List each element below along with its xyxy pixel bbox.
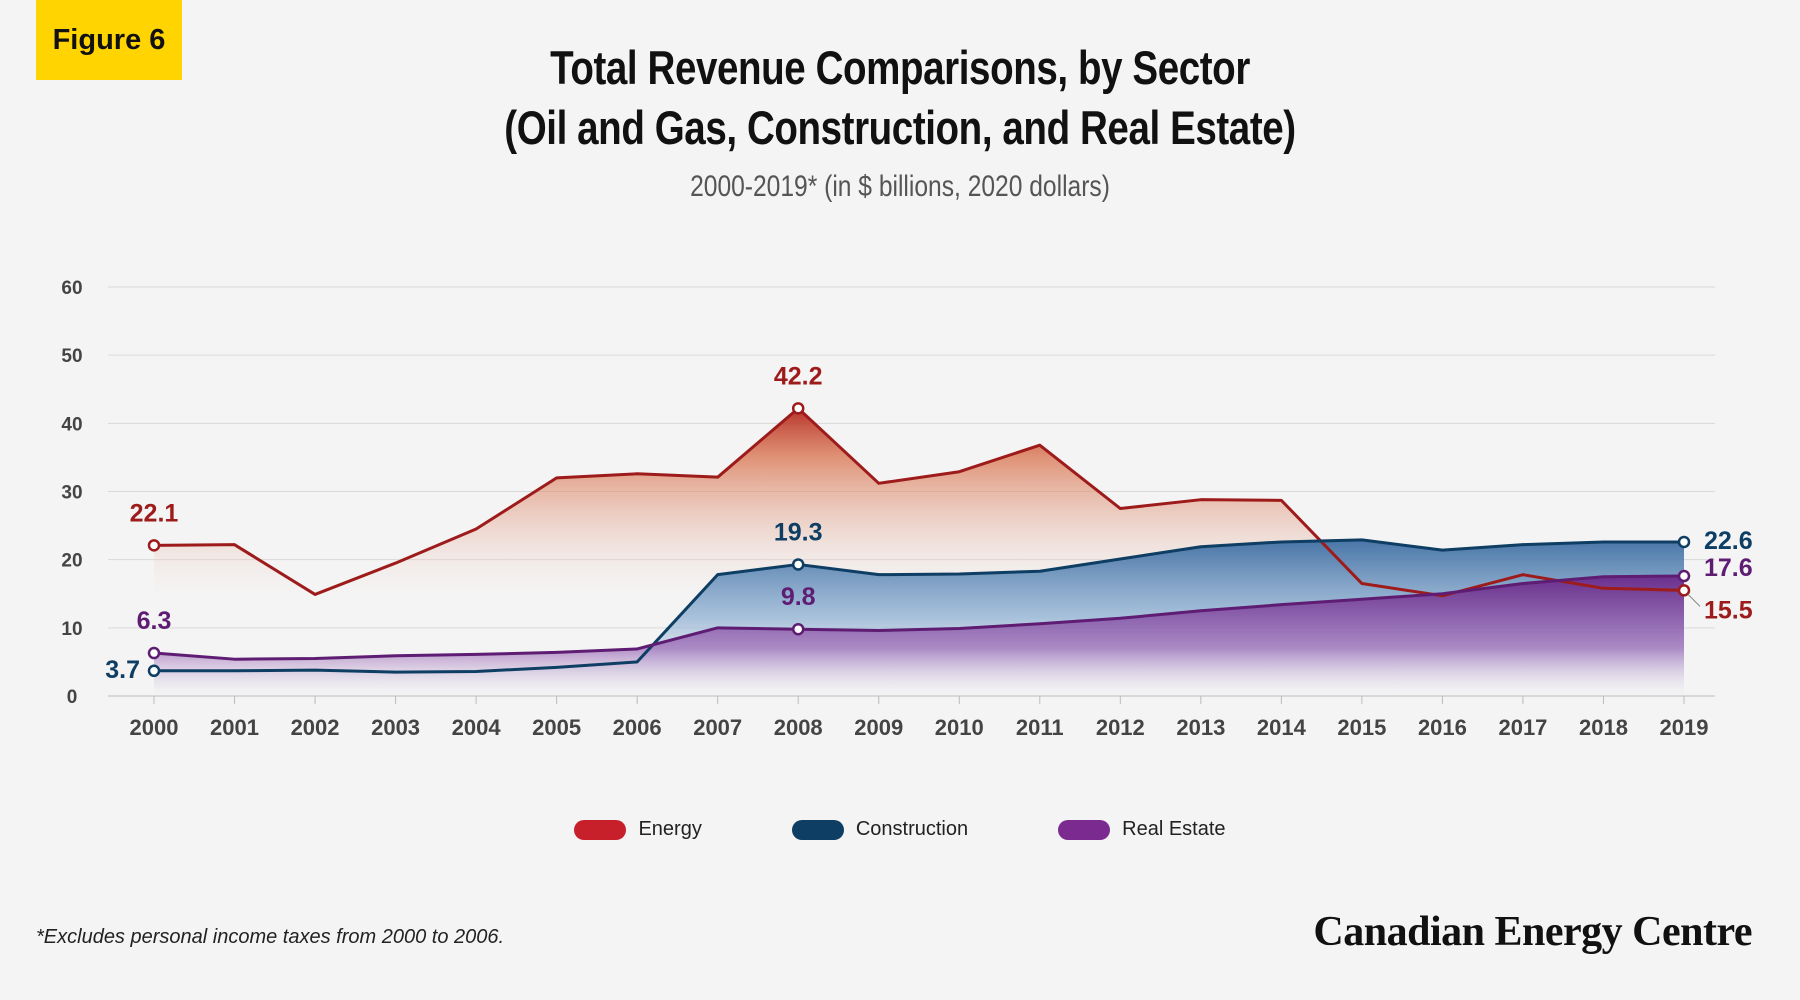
x-tick-label: 2010	[935, 715, 984, 740]
y-tick-label: 60	[61, 278, 82, 299]
legend-item-construction[interactable]: Construction	[791, 818, 969, 841]
axes: 0 10 20 30 40 50 60 2000 2001 2002 2003 2004 2005 200…	[61, 278, 1715, 740]
chart-title: Total Revenue Comparisons, by Sector (Oi…	[0, 38, 1800, 158]
data-label-construction-2000: 3.7	[105, 656, 140, 684]
line-real-estate	[153, 574, 1685, 661]
marker-construction-2008	[791, 558, 805, 571]
chart-subtitle: 2000-2019* (in $ billions, 2020 dollars)	[0, 170, 1800, 204]
legend-item-real-estate[interactable]: Real Estate	[1058, 818, 1226, 841]
x-tick-label: 2012	[1096, 715, 1145, 740]
y-tick-label: 40	[61, 414, 82, 435]
marker-real-estate-2000	[147, 646, 161, 660]
x-tick-label: 2009	[854, 715, 903, 740]
x-tick-label: 2004	[452, 715, 502, 740]
x-tick-label: 2019	[1660, 715, 1709, 740]
data-markers: 22.1 42.2 15.5 3.7 19.3 22.6 6.3 9.8 17.6	[105, 362, 1753, 683]
x-tick-label: 2014	[1257, 715, 1307, 740]
legend-swatch-real-estate	[1058, 819, 1111, 840]
marker-energy-2019	[1677, 584, 1691, 597]
figure-badge: Figure 6	[36, 0, 182, 80]
x-tick-label: 2006	[613, 715, 662, 740]
marker-energy-2000	[147, 539, 161, 552]
legend: Energy Construction Real Estate	[0, 818, 1800, 841]
legend-label-energy: Energy	[638, 818, 702, 840]
x-tick-label: 2016	[1418, 715, 1467, 740]
x-tick-label: 2018	[1579, 715, 1628, 740]
series-areas	[154, 408, 1684, 696]
data-label-real-estate-2008: 9.8	[781, 583, 816, 611]
y-tick-label: 10	[61, 619, 82, 640]
chart-title-line-1: Total Revenue Comparisons, by Sector	[550, 41, 1250, 94]
leader-line-energy-2019	[1687, 593, 1701, 607]
marker-energy-2008	[791, 402, 805, 415]
footnote: *Excludes personal income taxes from 200…	[36, 926, 505, 948]
legend-label-real-estate: Real Estate	[1122, 818, 1226, 840]
x-tick-label: 2001	[210, 715, 259, 740]
x-tick-label: 2002	[291, 715, 340, 740]
area-real-estate	[154, 576, 1684, 696]
data-label-construction-2008: 19.3	[774, 518, 823, 546]
x-tick-label: 2013	[1176, 715, 1225, 740]
data-label-construction-2019: 22.6	[1704, 527, 1753, 555]
y-tick-label: 20	[61, 551, 82, 572]
x-tick-label: 2005	[532, 715, 581, 740]
legend-item-energy[interactable]: Energy	[574, 818, 702, 841]
x-tick-label: 2017	[1498, 715, 1547, 740]
legend-swatch-energy	[574, 819, 627, 840]
legend-swatch-construction	[791, 819, 844, 840]
data-label-energy-2008: 42.2	[774, 362, 823, 390]
x-tick-label: 2007	[693, 715, 742, 740]
marker-construction-2019	[1677, 535, 1691, 549]
data-label-real-estate-2019: 17.6	[1704, 554, 1753, 582]
y-tick-label: 50	[61, 346, 82, 367]
data-label-energy-2019: 15.5	[1704, 596, 1753, 624]
marker-construction-2000	[147, 664, 161, 678]
marker-real-estate-2008	[791, 622, 805, 636]
x-tick-label: 2008	[774, 715, 823, 740]
marker-real-estate-2019	[1677, 569, 1691, 583]
data-label-energy-2000: 22.1	[130, 499, 179, 527]
y-tick-label: 30	[61, 483, 82, 504]
line-construction	[154, 538, 1684, 674]
chart-subtitle-text: 2000-2019* (in $ billions, 2020 dollars)	[690, 170, 1110, 203]
x-tick-label: 2011	[1016, 715, 1064, 740]
series-lines	[153, 406, 1685, 674]
legend-label-construction: Construction	[855, 818, 969, 840]
x-tick-label: 2015	[1337, 715, 1386, 740]
data-label-real-estate-2000: 6.3	[137, 607, 172, 635]
chart-title-line-2: (Oil and Gas, Construction, and Real Est…	[504, 101, 1296, 154]
x-tick-label: 2000	[130, 715, 179, 740]
x-tick-label: 2003	[371, 715, 420, 740]
y-tick-label: 0	[67, 687, 78, 708]
brand-logo-text: Canadian Energy Centre	[1313, 909, 1752, 955]
